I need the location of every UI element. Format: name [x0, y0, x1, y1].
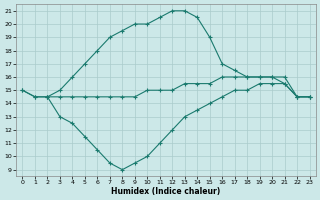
- X-axis label: Humidex (Indice chaleur): Humidex (Indice chaleur): [111, 187, 221, 196]
